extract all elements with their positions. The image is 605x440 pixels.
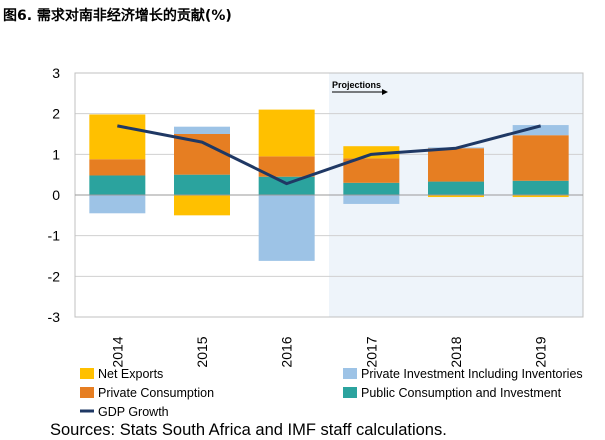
bar-segment-private-consumption	[89, 159, 146, 176]
y-tick-label: -2	[48, 268, 61, 284]
bar-segment-private-investment	[512, 125, 569, 136]
x-tick-label: 2019	[533, 336, 549, 367]
bar-segment-private-consumption	[428, 148, 484, 182]
y-tick-label: -3	[48, 309, 61, 325]
legend-swatch-private-consumption	[80, 387, 94, 398]
legend-swatch-net-exports	[80, 368, 94, 379]
bar-segment-private-investment	[174, 126, 230, 134]
gdp-growth-line	[117, 124, 542, 186]
y-tick-label: 3	[52, 65, 60, 81]
bar-segment-private-consumption	[343, 158, 400, 183]
legend-label-private-consumption: Private Consumption	[98, 386, 214, 400]
x-tick-label: 2016	[279, 336, 295, 367]
bar-segment-public-consumption	[428, 181, 484, 195]
bar-segment-net-exports	[512, 195, 569, 198]
bar-segment-private-consumption	[258, 156, 315, 177]
figure-title: 图6. 需求对南非经济增长的贡献(%)	[3, 8, 232, 24]
source-note: Sources: Stats South Africa and IMF staf…	[50, 421, 447, 439]
bar-segment-public-consumption	[258, 176, 315, 195]
legend-swatch-private-investment-including-inventories	[343, 368, 357, 379]
y-tick-label: 0	[52, 187, 60, 203]
bar-segment-public-consumption	[89, 175, 146, 195]
bar-segment-public-consumption	[174, 174, 230, 195]
bar-segment-private-consumption	[174, 134, 230, 175]
bar-segment-net-exports	[89, 114, 146, 160]
projections-arrowhead	[382, 89, 388, 95]
bar-segment-public-consumption	[343, 182, 400, 195]
legend-label-public-consumption-and-investment: Public Consumption and Investment	[361, 386, 562, 400]
bar-segment-net-exports	[174, 195, 230, 216]
y-tick-label: 2	[52, 106, 60, 122]
y-tick-label: 1	[52, 146, 60, 162]
bar-segment-net-exports	[258, 109, 315, 157]
bar-segment-net-exports	[428, 195, 484, 198]
x-tick-label: 2017	[363, 336, 379, 367]
x-tick-label: 2015	[194, 336, 210, 367]
y-tick-label: -1	[48, 228, 61, 244]
x-tick-label: 2014	[109, 336, 125, 367]
legend-swatch-public-consumption-and-investment	[343, 387, 357, 398]
legend-label-net-exports: Net Exports	[98, 367, 163, 381]
bar-segment-private-investment	[258, 195, 315, 261]
bar-segment-public-consumption	[512, 180, 569, 195]
legend-label-private-investment-including-inventories: Private Investment Including Inventories	[361, 367, 583, 381]
x-tick-label: 2018	[448, 336, 464, 367]
projections-label: Projections	[332, 80, 381, 90]
bar-segment-private-investment	[89, 195, 146, 214]
legend-label-gdp-growth: GDP Growth	[98, 405, 169, 419]
bar-segment-private-consumption	[512, 135, 569, 181]
bar-segment-private-investment	[343, 195, 400, 204]
bar-segment-net-exports	[343, 146, 400, 159]
